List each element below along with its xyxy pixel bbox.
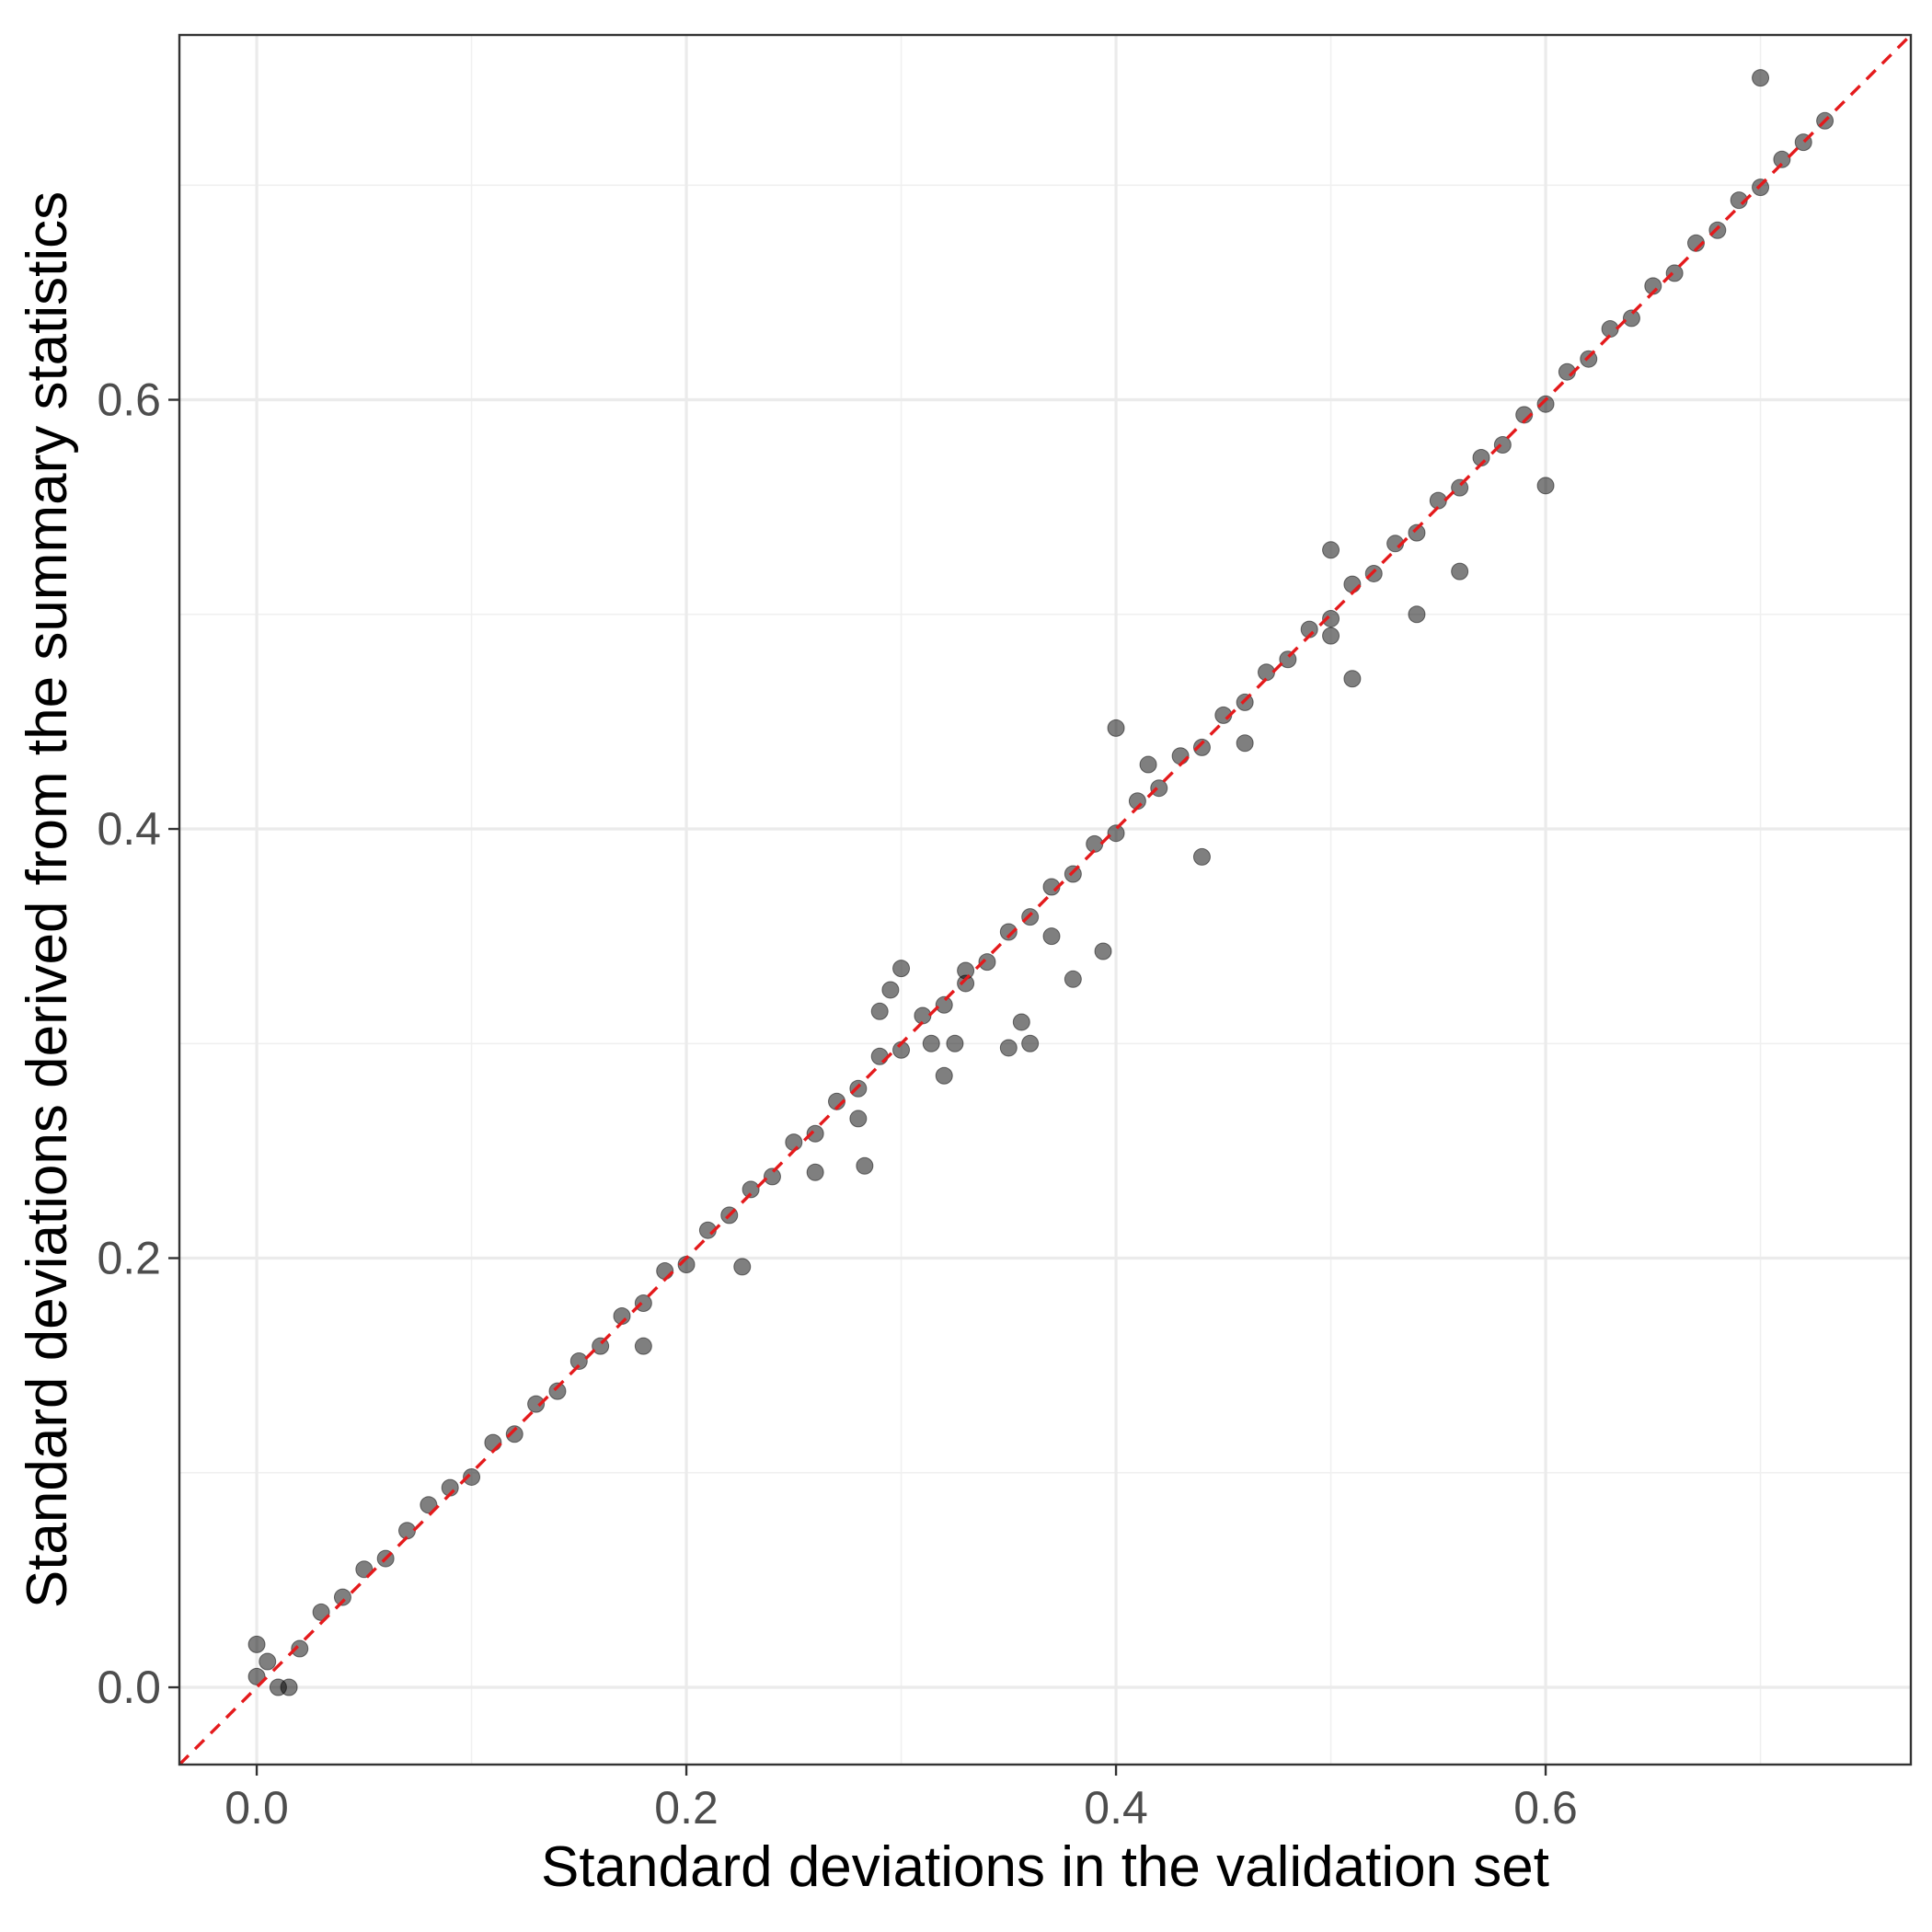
data-point bbox=[634, 1337, 652, 1355]
data-point bbox=[1622, 309, 1640, 328]
data-point bbox=[527, 1395, 546, 1413]
data-point bbox=[1107, 719, 1125, 737]
data-point bbox=[1236, 734, 1254, 753]
y-tick-label: 0.0 bbox=[97, 1662, 161, 1713]
y-axis-title: Standard deviations derived from the sum… bbox=[16, 191, 79, 1608]
data-point bbox=[881, 981, 900, 999]
data-point bbox=[922, 1034, 940, 1052]
data-point bbox=[398, 1522, 417, 1540]
y-tick-label: 0.4 bbox=[97, 803, 161, 855]
x-tick-label: 0.4 bbox=[1084, 1782, 1148, 1834]
data-point bbox=[733, 1258, 752, 1276]
data-point bbox=[1322, 627, 1340, 645]
data-point bbox=[1773, 150, 1791, 168]
x-axis-title: Standard deviations in the validation se… bbox=[541, 1835, 1549, 1899]
data-point bbox=[935, 1066, 953, 1085]
x-tick-label: 0.2 bbox=[654, 1782, 719, 1834]
data-point bbox=[1322, 609, 1340, 627]
data-point bbox=[870, 1002, 889, 1020]
data-point bbox=[1536, 395, 1555, 413]
data-point bbox=[1042, 927, 1061, 946]
data-point bbox=[1429, 491, 1447, 510]
data-point bbox=[914, 1006, 932, 1025]
data-point bbox=[259, 1652, 277, 1671]
data-point bbox=[870, 1047, 889, 1065]
data-point bbox=[420, 1496, 438, 1514]
data-point bbox=[1258, 663, 1276, 682]
data-point bbox=[247, 1667, 266, 1685]
data-point bbox=[763, 1167, 781, 1186]
data-point bbox=[999, 1039, 1018, 1057]
data-point bbox=[1601, 320, 1619, 339]
data-point bbox=[892, 960, 911, 978]
y-tick-label: 0.6 bbox=[97, 374, 161, 426]
data-point bbox=[463, 1467, 481, 1486]
data-point bbox=[247, 1635, 266, 1653]
data-point bbox=[1139, 755, 1157, 774]
data-point bbox=[1094, 942, 1112, 960]
y-axis-ticks: 0.0 0.2 0.4 0.6 bbox=[97, 374, 179, 1713]
data-point bbox=[785, 1133, 803, 1152]
data-point bbox=[806, 1163, 824, 1181]
data-point bbox=[484, 1433, 502, 1452]
x-axis-ticks: 0.0 0.2 0.4 0.6 bbox=[224, 1765, 1578, 1834]
data-point bbox=[849, 1110, 868, 1128]
data-point bbox=[1107, 824, 1125, 843]
data-point bbox=[1408, 523, 1426, 542]
data-point bbox=[957, 974, 975, 993]
data-point bbox=[355, 1560, 374, 1579]
data-point bbox=[1064, 970, 1082, 988]
data-point bbox=[1012, 1013, 1030, 1031]
data-point bbox=[935, 995, 953, 1014]
major-gridlines bbox=[179, 35, 1911, 1765]
data-point bbox=[1086, 834, 1104, 853]
x-tick-label: 0.0 bbox=[224, 1782, 289, 1834]
data-point bbox=[312, 1603, 330, 1621]
data-point bbox=[548, 1382, 567, 1400]
data-point bbox=[333, 1588, 351, 1606]
data-point bbox=[1408, 605, 1426, 624]
data-point bbox=[1021, 1034, 1040, 1052]
data-point bbox=[656, 1262, 674, 1281]
data-point bbox=[1451, 562, 1469, 581]
data-point bbox=[1322, 541, 1340, 559]
data-point bbox=[291, 1639, 309, 1658]
data-point bbox=[1343, 670, 1362, 688]
reference-line-group bbox=[179, 35, 1911, 1765]
data-point bbox=[1192, 738, 1211, 756]
data-point bbox=[280, 1678, 298, 1696]
identity-reference-line bbox=[179, 35, 1911, 1765]
data-point bbox=[1171, 747, 1190, 765]
data-point bbox=[1536, 477, 1555, 495]
data-point bbox=[1192, 847, 1211, 866]
data-point bbox=[569, 1351, 588, 1370]
data-point bbox=[1752, 69, 1770, 87]
data-point bbox=[742, 1180, 760, 1199]
data-point bbox=[505, 1425, 523, 1443]
data-point bbox=[856, 1156, 874, 1175]
y-tick-label: 0.2 bbox=[97, 1233, 161, 1284]
data-point bbox=[946, 1034, 964, 1052]
data-point bbox=[999, 923, 1018, 941]
plot-panel-border bbox=[178, 33, 1913, 1766]
data-point bbox=[978, 953, 996, 972]
data-point bbox=[806, 1124, 824, 1143]
x-tick-label: 0.6 bbox=[1513, 1782, 1578, 1834]
data-point bbox=[1343, 575, 1362, 593]
